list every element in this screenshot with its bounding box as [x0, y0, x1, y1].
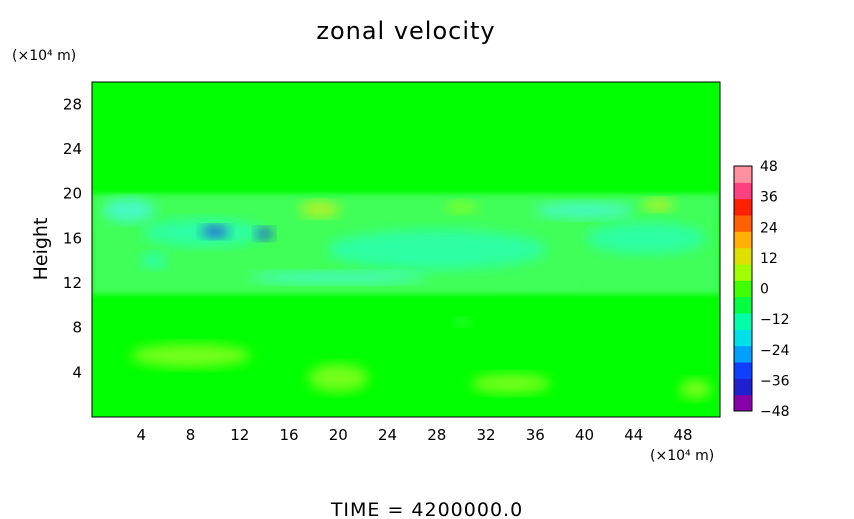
colorbar-tick-label: 24 [760, 220, 778, 236]
colorbar-segment [734, 329, 752, 347]
heatmap-blob [102, 198, 155, 223]
y-tick-label: 12 [63, 274, 82, 292]
colorbar-segment [734, 166, 752, 183]
colorbar-segment [734, 313, 752, 330]
plot-frame [91, 81, 721, 418]
heatmap-blob [139, 252, 168, 269]
heatmap-blob [586, 222, 707, 255]
x-tick-label: 44 [624, 426, 643, 444]
colorbar-segment [734, 247, 752, 265]
colorbar-segment [734, 264, 752, 281]
heatmap-blob [299, 201, 340, 218]
x-tick-label: 40 [575, 426, 594, 444]
x-tick-label: 24 [378, 426, 397, 444]
heatmap-blob [495, 278, 576, 288]
colorbar [733, 165, 753, 412]
heatmap-blob [470, 373, 551, 394]
colorbar-tick-label: 48 [760, 159, 778, 175]
colorbar-ticks: 48 36 24 12 0 −12 −24 −36 −48 [760, 159, 790, 420]
colorbar-segment [734, 378, 752, 396]
y-axis-ticks: 4 8 12 16 20 24 28 [63, 95, 82, 381]
x-tick-label: 32 [476, 426, 495, 444]
x-axis-ticks: 4 8 12 16 20 24 28 32 36 40 44 48 [136, 426, 692, 444]
y-tick-label: 4 [72, 363, 82, 381]
y-axis-label: Height [30, 218, 52, 281]
colorbar-segment [734, 198, 752, 216]
x-axis-unit: (×10⁴ m) [650, 448, 714, 464]
colorbar-tick-label: 36 [760, 190, 778, 206]
colorbar-segment [734, 231, 752, 249]
heatmap-blob [308, 363, 369, 392]
colorbar-tick-label: −12 [760, 312, 790, 328]
x-tick-label: 28 [427, 426, 446, 444]
chart-title: zonal velocity [316, 17, 495, 45]
colorbar-tick-label: −24 [760, 343, 790, 359]
heatmap-blob [445, 201, 478, 214]
x-tick-label: 4 [136, 426, 146, 444]
plot-area [92, 82, 720, 417]
x-tick-label: 12 [230, 426, 249, 444]
y-tick-label: 20 [63, 185, 82, 203]
colorbar-segment [734, 215, 752, 232]
heatmap-blob [255, 227, 274, 240]
y-tick-label: 28 [63, 95, 82, 113]
heatmap-blob [248, 271, 429, 284]
y-axis-unit: (×10⁴ m) [12, 48, 76, 64]
time-footer: TIME = 4200000.0 [330, 499, 523, 519]
colorbar-segment [734, 182, 752, 200]
x-tick-label: 16 [279, 426, 298, 444]
y-tick-label: 8 [72, 319, 82, 337]
x-tick-label: 48 [674, 426, 693, 444]
heatmap-blob [679, 379, 712, 400]
heatmap-blob [130, 343, 251, 368]
colorbar-tick-label: 12 [760, 251, 778, 267]
heatmap-blob [534, 202, 635, 219]
heatmap-blob [642, 198, 675, 211]
colorbar-segment [734, 296, 752, 314]
colorbar-tick-label: −36 [760, 373, 790, 389]
colorbar-segment [734, 280, 752, 298]
heatmap-blob [326, 229, 547, 270]
x-tick-label: 36 [526, 426, 545, 444]
heatmap-blob [453, 318, 470, 327]
colorbar-segment [734, 362, 752, 379]
y-tick-label: 24 [63, 140, 82, 158]
x-tick-label: 8 [186, 426, 196, 444]
colorbar-segment [734, 394, 752, 412]
x-tick-label: 20 [329, 426, 348, 444]
colorbar-segment [734, 345, 752, 363]
heatmap-blob [201, 225, 230, 238]
heatmap-features [92, 193, 720, 400]
colorbar-frame [733, 165, 753, 412]
colorbar-tick-label: 0 [760, 282, 769, 298]
y-tick-label: 16 [63, 229, 82, 247]
colorbar-tick-label: −48 [760, 404, 790, 420]
